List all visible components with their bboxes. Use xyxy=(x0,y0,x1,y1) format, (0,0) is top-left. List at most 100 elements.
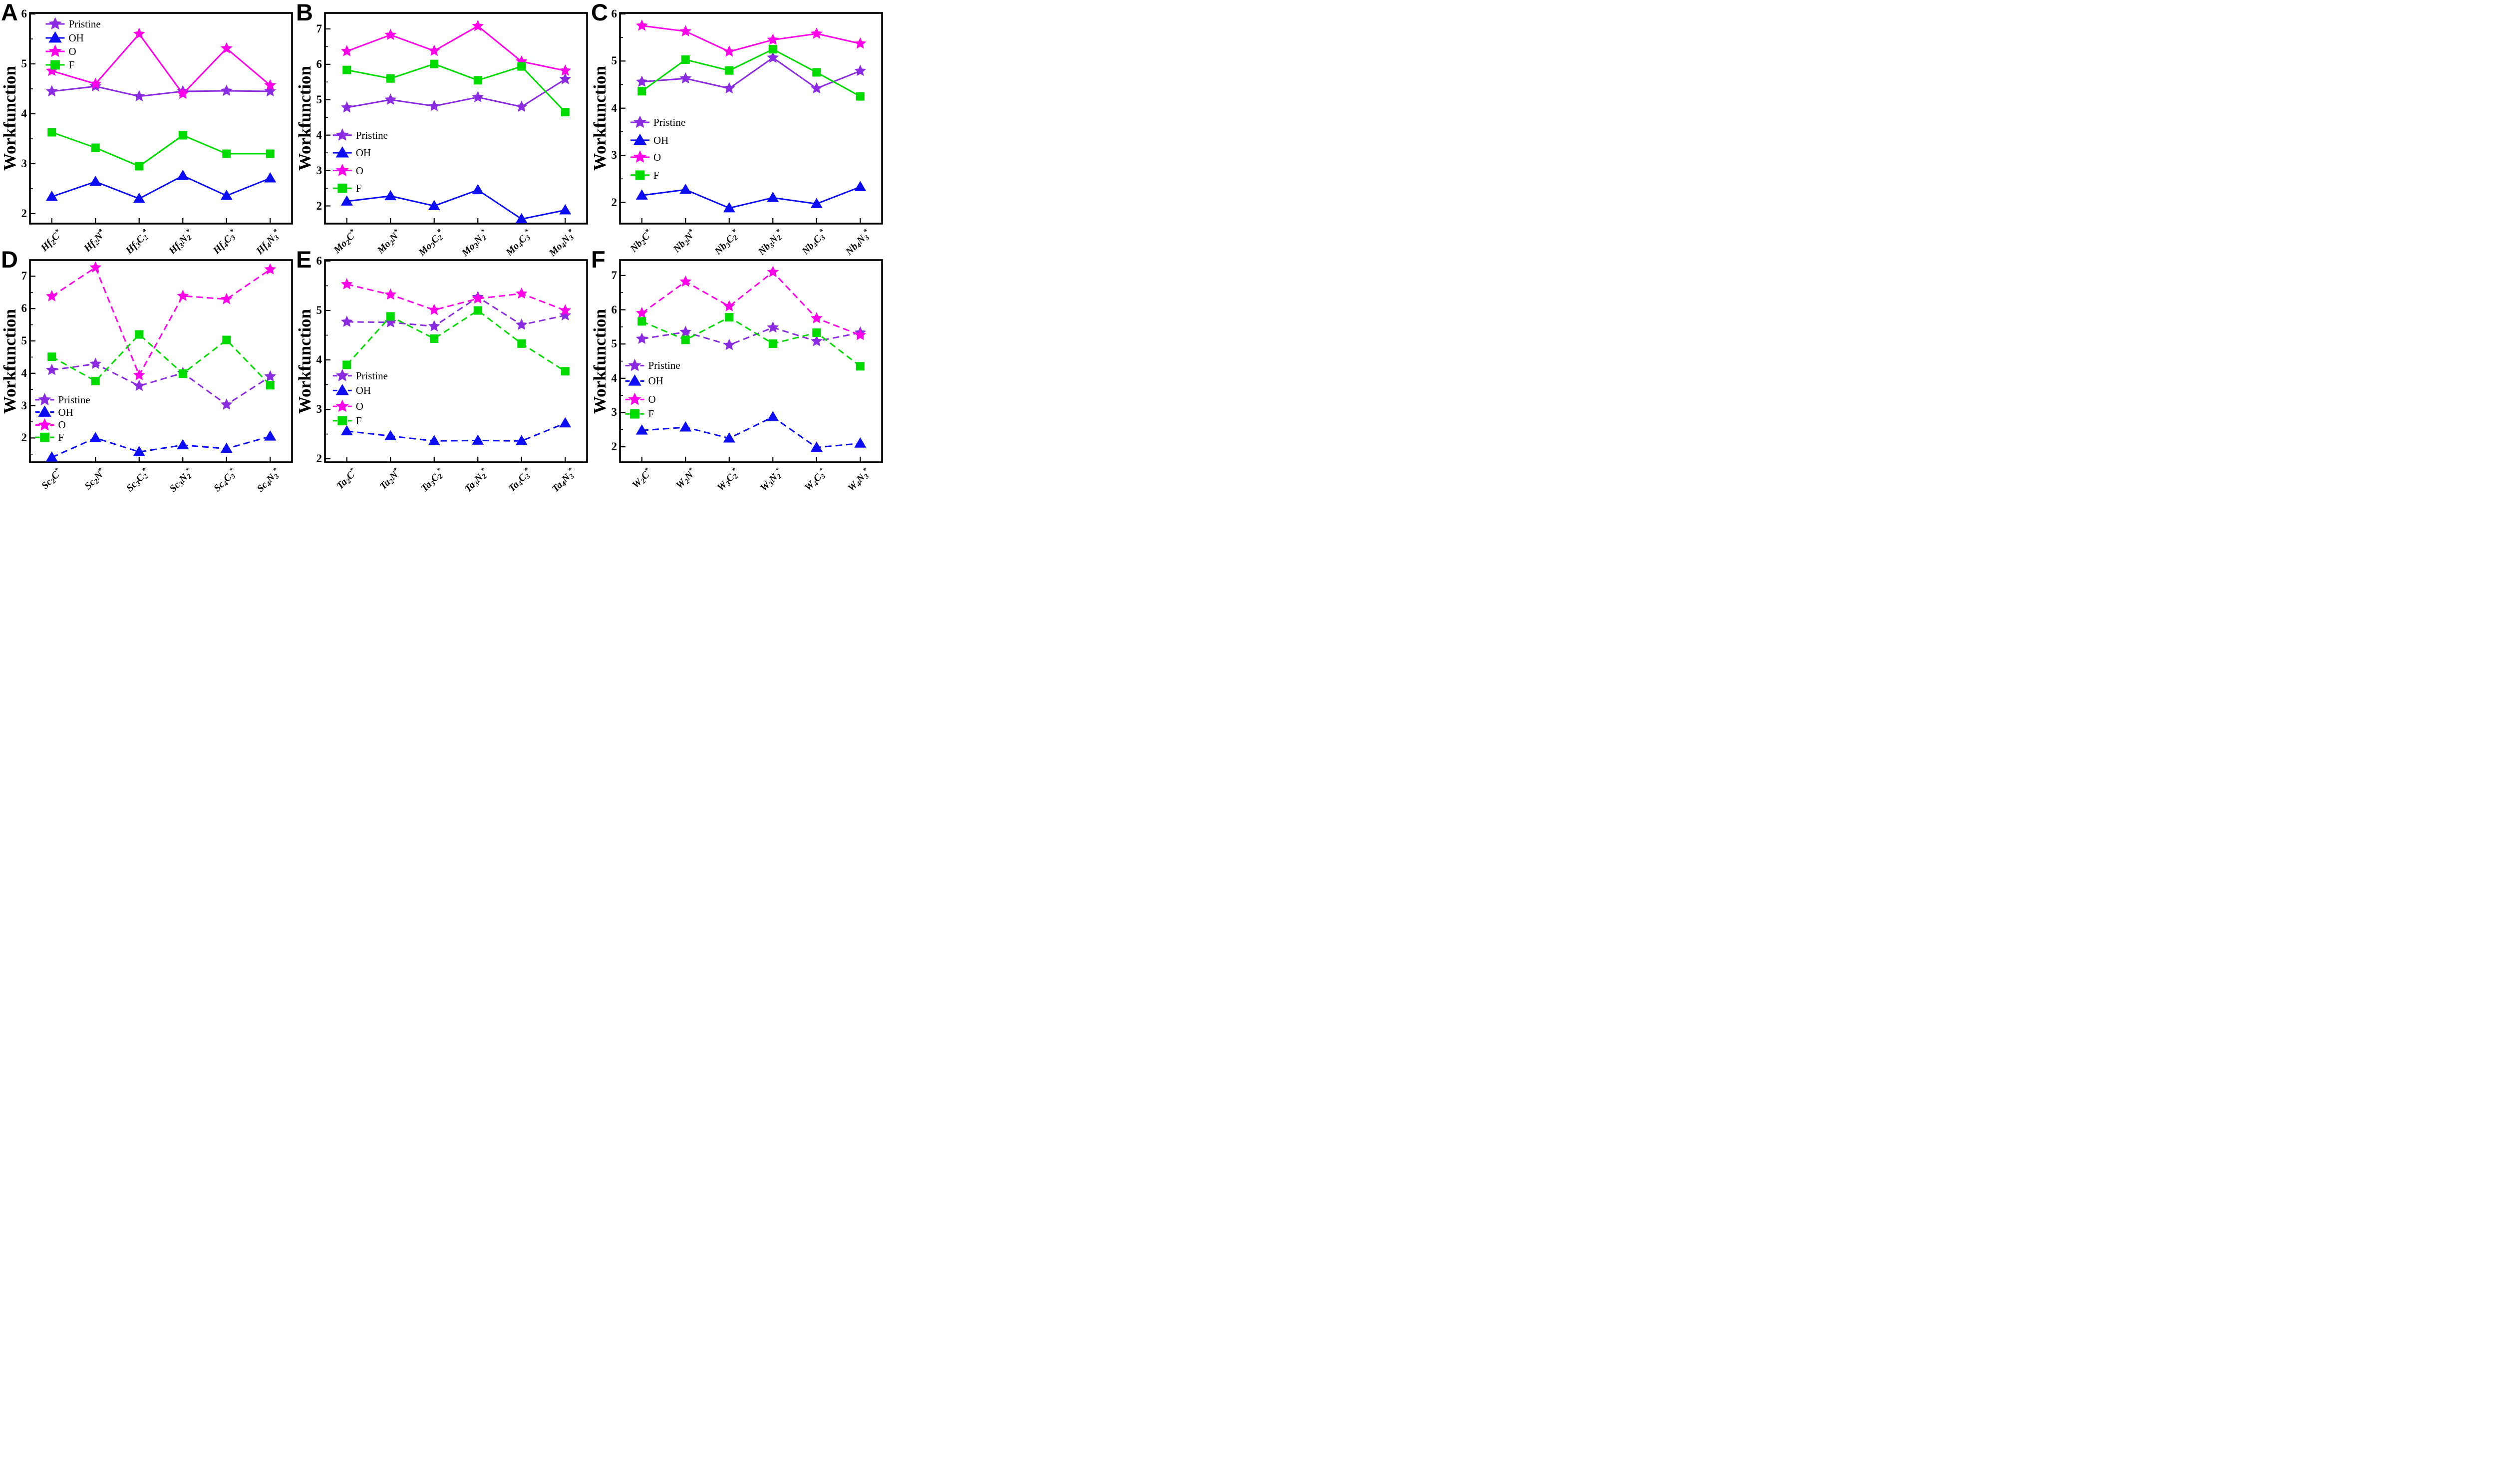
square-icon xyxy=(135,330,144,339)
square-icon xyxy=(517,339,526,348)
star-icon xyxy=(723,45,735,57)
y-tick-label: 4 xyxy=(316,128,322,141)
star-icon xyxy=(810,27,823,39)
star-icon xyxy=(767,51,779,63)
triangle-up-icon xyxy=(723,202,735,213)
panel-B: B Workfunction 2 3 4 5 6 7 Mo2C* Mo2N* Mo3C2* Mo3N2… xyxy=(295,0,590,259)
y-tick-label: 6 xyxy=(316,57,322,70)
axis-ticks xyxy=(325,28,566,224)
legend-label-o: O xyxy=(68,45,76,57)
star-icon xyxy=(340,101,353,113)
series-line-pristine xyxy=(346,296,566,327)
y-tick-label: 3 xyxy=(316,403,322,416)
square-icon xyxy=(40,432,49,442)
series-f xyxy=(47,128,275,171)
triangle-up-icon xyxy=(810,441,823,452)
star-icon xyxy=(133,90,145,102)
star-icon xyxy=(559,309,572,320)
triangle-up-icon xyxy=(48,31,62,43)
star-icon xyxy=(335,128,349,141)
star-icon xyxy=(559,73,572,84)
star-icon xyxy=(767,33,779,45)
square-icon xyxy=(342,360,351,369)
y-tick-label: 3 xyxy=(611,406,618,419)
panel-D: D Workfunction 2 3 4 5 6 7 Sc2C* Sc2N* Sc3C2* Sc3N2… xyxy=(0,247,295,495)
square-icon xyxy=(561,108,570,117)
square-icon xyxy=(637,87,646,96)
square-icon xyxy=(222,335,231,344)
y-axis-title: Workfunction xyxy=(590,308,610,414)
star-icon xyxy=(559,64,572,76)
triangle-up-icon xyxy=(472,434,484,445)
series-line-f xyxy=(346,309,566,372)
y-tick-label: 6 xyxy=(316,254,322,267)
series-oh xyxy=(340,184,572,224)
panel-letter-F: F xyxy=(591,246,606,273)
axis-ticks xyxy=(30,13,271,224)
triangle-up-icon xyxy=(133,446,145,456)
star-icon xyxy=(635,332,648,344)
star-icon xyxy=(45,363,58,375)
star-icon xyxy=(679,72,692,84)
triangle-up-icon xyxy=(515,213,528,224)
star-icon xyxy=(635,75,648,87)
triangle-up-icon xyxy=(767,411,779,421)
legend-A xyxy=(45,17,65,70)
legend-label-f: F xyxy=(68,59,75,71)
star-icon xyxy=(133,369,145,380)
triangle-up-icon xyxy=(220,442,233,453)
y-tick-label: 5 xyxy=(21,57,27,70)
star-icon xyxy=(384,288,397,300)
star-icon xyxy=(628,358,641,371)
series-oh xyxy=(635,181,867,213)
triangle-up-icon xyxy=(384,190,397,201)
series-line-f xyxy=(641,48,861,97)
y-axis-title: Workfunction xyxy=(0,308,19,414)
series-o xyxy=(340,19,572,76)
square-icon xyxy=(430,59,439,68)
series-pristine xyxy=(635,51,867,94)
star-icon xyxy=(177,290,189,301)
legend-label-f: F xyxy=(653,169,659,181)
y-tick-label: 3 xyxy=(316,164,322,177)
series-line-o xyxy=(51,266,271,377)
square-icon xyxy=(812,328,821,337)
star-icon xyxy=(264,263,277,275)
y-tick-label: 4 xyxy=(316,353,322,366)
y-tick-label: 2 xyxy=(316,452,322,465)
star-icon xyxy=(810,335,823,346)
series-o xyxy=(45,27,277,99)
y-tick-label: 2 xyxy=(21,431,27,444)
triangle-up-icon xyxy=(89,432,102,442)
triangle-up-icon xyxy=(264,430,277,441)
square-icon xyxy=(178,369,187,378)
legend-label-pristine: Pristine xyxy=(355,369,388,382)
legend-label-pristine: Pristine xyxy=(68,18,101,30)
square-icon xyxy=(473,76,482,85)
panel-letter-E: E xyxy=(296,246,312,273)
panel-E: E Workfunction 2 3 4 5 6 Ta2C* Ta2N* Ta3C2* Ta3N2*… xyxy=(295,247,590,495)
panel-letter-A: A xyxy=(1,0,18,25)
square-icon xyxy=(856,92,865,101)
star-icon xyxy=(384,93,397,105)
star-icon xyxy=(679,325,692,337)
star-icon xyxy=(767,321,779,333)
axis-frame xyxy=(324,12,588,225)
plot-area-F xyxy=(619,259,883,463)
legend-label-oh: OH xyxy=(355,147,371,159)
axis-ticks xyxy=(620,13,861,224)
star-icon xyxy=(723,82,735,94)
square-icon xyxy=(266,149,275,158)
square-icon xyxy=(91,376,100,385)
series-line-oh xyxy=(346,422,566,442)
legend-label-o: O xyxy=(653,151,661,163)
star-icon xyxy=(177,87,189,99)
square-icon xyxy=(635,170,645,180)
square-icon xyxy=(47,128,56,137)
triangle-up-icon xyxy=(635,424,648,435)
plot-area-A xyxy=(29,12,293,225)
y-tick-label: 6 xyxy=(611,7,618,20)
star-icon xyxy=(515,318,528,330)
series-f xyxy=(637,313,865,371)
star-icon xyxy=(515,287,528,299)
